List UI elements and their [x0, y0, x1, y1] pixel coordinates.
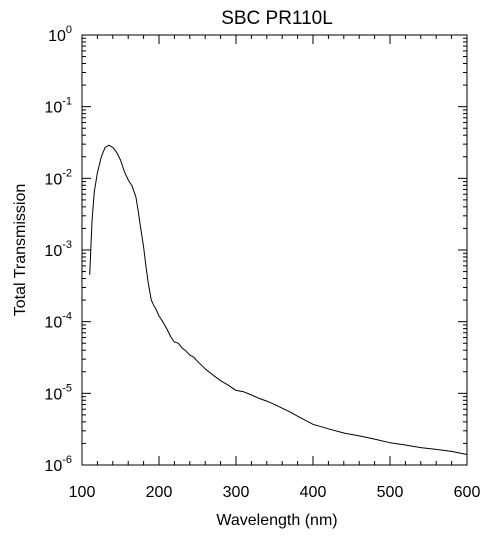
x-axis-label: Wavelength (nm)	[216, 512, 337, 529]
plot-frame	[81, 34, 468, 466]
x-tick-label: 100	[69, 484, 96, 501]
y-tick-label: 10-5	[44, 382, 72, 403]
x-tick-label: 200	[146, 484, 173, 501]
x-tick-label: 400	[300, 484, 327, 501]
x-tick-label: 500	[377, 484, 404, 501]
y-tick-label: 10-1	[44, 96, 72, 117]
y-tick-label: 10-2	[44, 167, 72, 188]
y-tick-label: 10-6	[44, 454, 72, 475]
series-group	[89, 144, 468, 455]
y-tick-label: 10-3	[44, 239, 72, 260]
x-tick-label: 600	[454, 484, 481, 501]
x-tick-label: 300	[223, 484, 250, 501]
chart-title: SBC PR110L	[221, 8, 333, 29]
x-axis: 100 200 300 400 500 600	[69, 35, 481, 501]
y-axis-label: Total Transmission	[12, 184, 29, 317]
y-axis: 100 10-1 10-2 10-3 10-4 10-5 10-6	[44, 24, 467, 475]
series-line	[89, 144, 468, 455]
y-tick-label: 100	[48, 24, 72, 45]
y-tick-label: 10-4	[44, 311, 72, 332]
